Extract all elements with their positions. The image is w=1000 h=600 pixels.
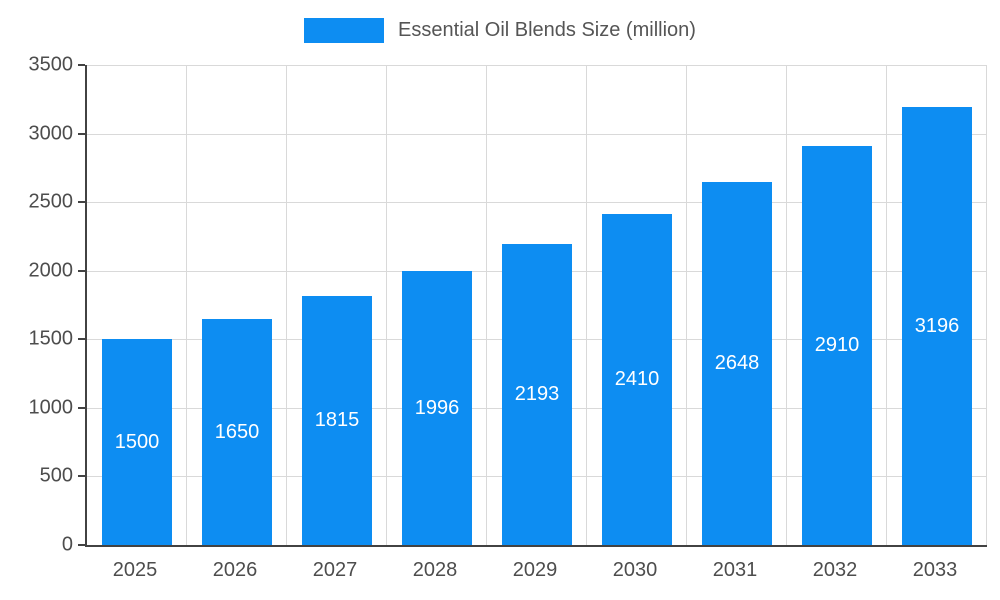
y-axis-tick-label: 2500 xyxy=(28,190,74,213)
v-gridline xyxy=(986,65,987,545)
bar-2027: 1815 xyxy=(302,296,372,545)
bar-2033: 3196 xyxy=(902,107,972,545)
y-axis-tick-mark xyxy=(78,544,85,546)
bar-2032: 2910 xyxy=(802,146,872,545)
y-axis-tick-mark xyxy=(78,269,85,272)
y-axis-tick-mark xyxy=(78,338,85,341)
v-gridline xyxy=(686,65,687,545)
x-axis-tick-label: 2029 xyxy=(512,559,558,581)
v-gridline xyxy=(486,65,487,545)
y-axis-tick-label: 3500 xyxy=(28,53,74,76)
bar-value-label: 2410 xyxy=(614,368,660,390)
bar-2029: 2193 xyxy=(502,244,572,545)
x-axis-tick-label: 2032 xyxy=(812,559,858,581)
chart-legend: Essential Oil Blends Size (million) xyxy=(0,18,1000,43)
bar-value-label: 1500 xyxy=(114,430,160,453)
x-axis-tick-label: 2031 xyxy=(712,559,758,581)
y-axis-tick-label: 3000 xyxy=(28,122,74,145)
bar-2028: 1996 xyxy=(402,271,472,545)
y-axis-tick-label: 0 xyxy=(61,533,73,556)
bar-value-label: 2193 xyxy=(514,383,560,405)
bar-value-label: 2910 xyxy=(814,334,860,356)
bar-2030: 2410 xyxy=(602,214,672,545)
y-axis-tick-mark xyxy=(78,64,85,66)
legend-swatch xyxy=(304,18,385,43)
x-axis-tick-label: 2033 xyxy=(912,559,958,581)
v-gridline xyxy=(386,65,387,545)
y-axis-tick-label: 1500 xyxy=(28,327,74,350)
h-gridline xyxy=(87,65,987,66)
y-axis-tick-mark xyxy=(78,475,85,478)
bar-value-label: 1996 xyxy=(414,396,460,419)
x-axis-tick-label: 2026 xyxy=(212,559,258,581)
y-axis-tick-mark xyxy=(78,406,85,409)
y-axis-tick-label: 500 xyxy=(39,464,73,487)
bar-2025: 1500 xyxy=(102,339,172,545)
y-axis-tick-label: 2000 xyxy=(28,259,74,282)
legend-label: Essential Oil Blends Size (million) xyxy=(398,19,696,41)
plot-area: 1500 1650 1815 1996 2193 2410 2648 2910 3196 xyxy=(85,65,987,547)
v-gridline xyxy=(186,65,187,545)
y-axis-tick-label: 1000 xyxy=(28,396,74,419)
bar-2026: 1650 xyxy=(202,319,272,545)
bar-value-label: 1815 xyxy=(314,409,360,431)
x-axis-tick-label: 2027 xyxy=(312,559,358,581)
h-gridline xyxy=(87,134,987,135)
bar-value-label: 1650 xyxy=(214,420,260,443)
h-gridline xyxy=(87,202,987,203)
v-gridline xyxy=(286,65,287,545)
x-axis-tick-label: 2025 xyxy=(112,559,158,581)
bar-value-label: 3196 xyxy=(914,314,960,337)
v-gridline xyxy=(886,65,887,545)
bar-value-label: 2648 xyxy=(714,352,760,374)
bar-2031: 2648 xyxy=(702,182,772,545)
y-axis-tick-mark xyxy=(78,201,85,204)
v-gridline xyxy=(786,65,787,545)
x-axis-tick-label: 2028 xyxy=(412,559,458,581)
y-axis-tick-mark xyxy=(78,132,85,135)
v-gridline xyxy=(586,65,587,545)
x-axis-tick-label: 2030 xyxy=(612,559,658,581)
